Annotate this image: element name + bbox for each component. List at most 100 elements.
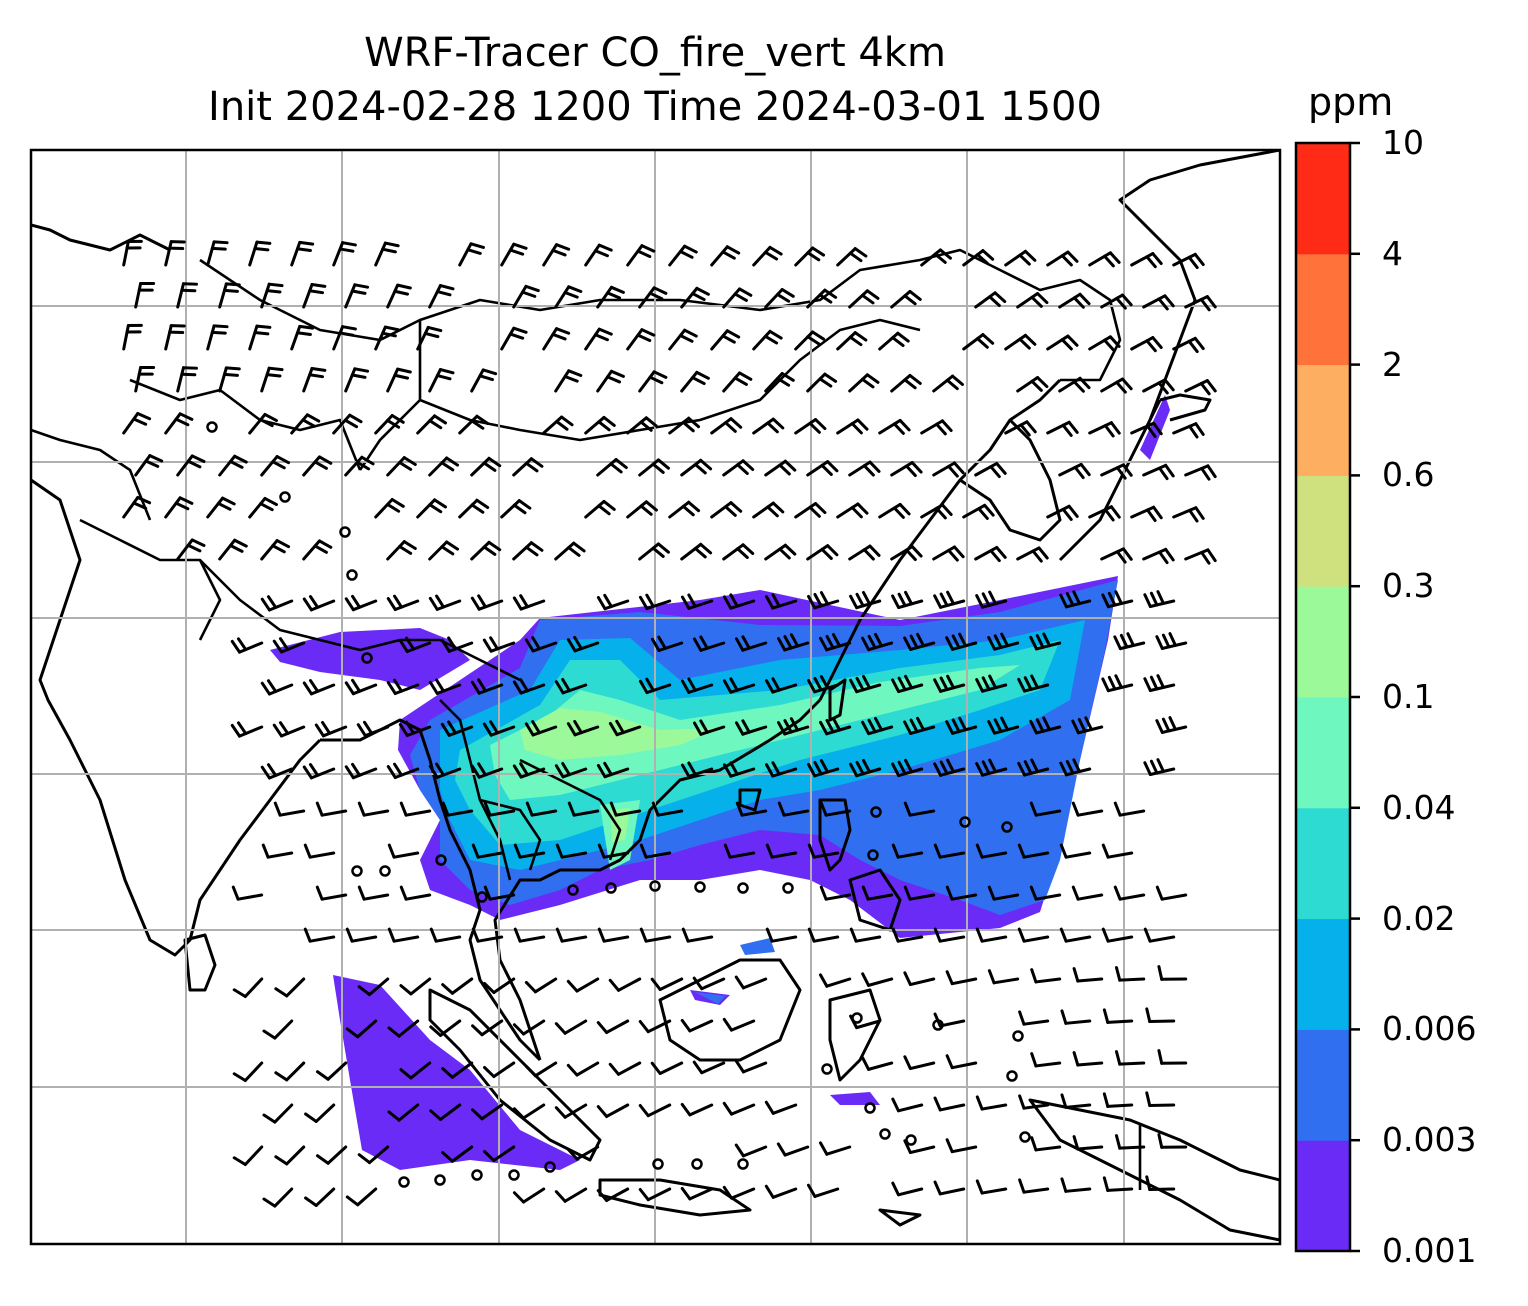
wind-barb-icon <box>597 843 630 859</box>
colorbar-tick-label: 0.6 <box>1382 455 1435 495</box>
wind-barb-icon <box>608 719 642 737</box>
wind-barb-icon <box>987 885 1020 901</box>
wind-barb-icon <box>1142 294 1175 311</box>
wind-barb-icon <box>525 801 558 817</box>
wind-barb-icon <box>638 1019 672 1034</box>
wind-barb-icon <box>849 674 882 694</box>
wind-barb-icon <box>861 1056 894 1071</box>
border-pakistan <box>79 518 222 641</box>
wind-barb-icon <box>230 637 264 654</box>
wind-barb-icon <box>734 1059 768 1074</box>
wind-barb-icon <box>891 590 924 610</box>
colorbar-bin <box>1296 143 1350 255</box>
wind-barb-icon <box>651 801 684 817</box>
circle-icon <box>782 882 794 894</box>
wind-barb-icon <box>794 246 826 267</box>
colorbar-tick-label: 0.04 <box>1382 787 1456 827</box>
wind-barb-icon <box>567 801 600 817</box>
circle-icon <box>1006 1070 1018 1082</box>
wind-barb-icon <box>274 1061 306 1082</box>
wind-barb-icon <box>920 503 953 520</box>
wind-barb-icon <box>849 758 882 778</box>
wind-barb-icon <box>975 927 1008 943</box>
wind-barb-icon <box>818 1141 852 1156</box>
wind-barb-icon <box>668 416 701 435</box>
wind-barb-icon <box>1184 548 1217 565</box>
coastline-timor <box>878 1208 922 1227</box>
wind-barb-icon <box>1060 1009 1092 1025</box>
wind-barb-icon <box>1072 967 1104 983</box>
wind-barb-icon <box>945 1138 978 1154</box>
wind-barb-icon <box>218 538 248 561</box>
wind-barb-icon <box>975 1095 1008 1111</box>
wind-barb-icon <box>848 373 880 393</box>
wind-barb-icon <box>596 285 625 309</box>
wind-barb-icon <box>722 1185 756 1200</box>
wind-barb-icon <box>819 717 852 736</box>
wind-barb-icon <box>945 885 978 901</box>
wind-barb-icon <box>932 461 965 478</box>
wind-barb-icon <box>386 762 420 780</box>
wind-barb-icon <box>1029 885 1062 901</box>
wind-barb-icon <box>903 885 936 901</box>
wind-barb-icon <box>975 843 1008 859</box>
wind-barb-icon <box>1059 758 1092 777</box>
wind-barb-icon <box>933 927 966 943</box>
wind-barb-icon <box>933 1180 966 1196</box>
wind-barb-icon <box>626 500 658 519</box>
colorbar-tick-label: 0.006 <box>1382 1009 1477 1049</box>
wind-barb-icon <box>932 545 965 562</box>
wind-barb-icon <box>974 291 1007 309</box>
circle-icon <box>905 1134 917 1146</box>
wind-barb-icon <box>441 1061 474 1079</box>
wind-barb-icon <box>302 455 333 477</box>
colorbar-tick-label: 0.3 <box>1382 566 1435 606</box>
wind-barb-icon <box>386 678 420 696</box>
wind-barb-icon <box>471 843 504 859</box>
wind-barb-icon <box>975 590 1008 609</box>
wind-barb-icon <box>1071 801 1104 817</box>
wind-barb-icon <box>1046 334 1079 351</box>
wind-barb-icon <box>248 412 278 435</box>
wind-barb-icon <box>122 323 143 351</box>
wind-barb-icon <box>566 1061 600 1077</box>
map-area <box>31 150 1280 1244</box>
wind-barb-icon <box>524 1061 558 1078</box>
wind-barb-icon <box>1018 1010 1050 1026</box>
wind-barb-icon <box>1017 674 1050 693</box>
colorbar-bin <box>1296 807 1350 920</box>
wind-barb-icon <box>374 325 400 351</box>
wind-barb-icon <box>1059 927 1092 943</box>
wind-barb-icon <box>819 801 852 817</box>
wind-barb-icon <box>416 325 443 351</box>
wind-barb-icon <box>260 679 294 696</box>
wind-barb-icon <box>878 331 910 351</box>
wind-barb-icon <box>512 1103 546 1120</box>
wind-barb-icon <box>302 366 327 393</box>
wind-barb-icon <box>722 459 755 477</box>
lat-lon-gridlines <box>31 150 1280 1244</box>
circle-icon <box>339 526 351 538</box>
wind-barb-icon <box>764 459 797 477</box>
wind-barb-icon <box>218 454 248 477</box>
wind-barb-icon <box>849 590 882 610</box>
wind-barb-icon <box>794 502 827 519</box>
coastline-sumatra <box>428 988 602 1162</box>
wind-barb-icon <box>1058 462 1091 480</box>
wind-barb-icon <box>1029 632 1062 651</box>
circle-icon <box>864 1102 876 1114</box>
wind-barb-icon <box>471 927 504 943</box>
wind-barb-icon <box>1088 421 1121 438</box>
wind-barb-icon <box>1114 1050 1146 1066</box>
wind-barb-icon <box>987 716 1020 735</box>
wind-barb-icon <box>752 329 783 351</box>
wind-barb-icon <box>554 1019 588 1035</box>
wind-barb-icon <box>722 287 753 309</box>
wind-barb-icon <box>542 415 574 435</box>
wind-barb-icon <box>290 240 315 267</box>
circle-icon <box>694 881 706 893</box>
wind-barb-icon <box>566 719 600 737</box>
wind-barb-icon <box>1017 843 1050 859</box>
wind-barb-icon <box>891 758 924 778</box>
wind-barb-icon <box>680 542 713 561</box>
